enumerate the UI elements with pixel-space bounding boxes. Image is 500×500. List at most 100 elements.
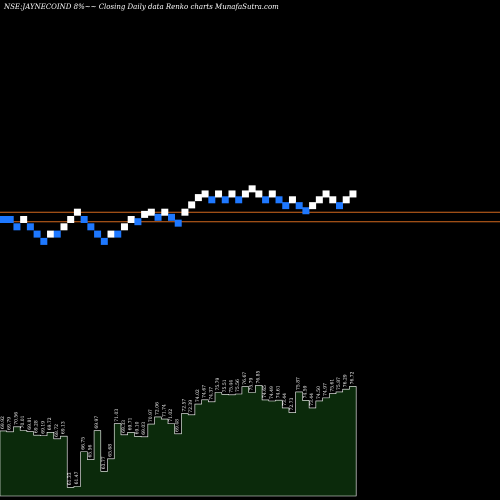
volume-area xyxy=(0,385,357,497)
volume-label-23: 72.06 xyxy=(155,402,161,415)
volume-label-48: 74.97 xyxy=(323,383,329,396)
renko-brick-23 xyxy=(154,213,162,221)
renko-brick-52 xyxy=(349,190,357,198)
volume-label-27: 72.57 xyxy=(181,399,187,412)
volume-label-29: 74.02 xyxy=(195,389,201,402)
volume-label-0: 69.92 xyxy=(0,416,6,429)
renko-brick-47 xyxy=(315,196,323,204)
renko-brick-1 xyxy=(6,216,14,223)
renko-brick-42 xyxy=(282,202,290,210)
renko-brick-20 xyxy=(134,218,142,226)
volume-label-41: 74.61 xyxy=(276,385,282,398)
chart-title: NSE:JAYNECOIND 8%~~ Closing Daily data R… xyxy=(3,3,279,11)
volume-label-28: 72.39 xyxy=(188,400,194,413)
volume-area-shape xyxy=(0,385,357,497)
renko-brick-46 xyxy=(309,202,317,210)
renko-brick-49 xyxy=(329,196,337,204)
volume-label-9: 69.13 xyxy=(60,421,66,434)
volume-label-21: 69.03 xyxy=(141,422,147,435)
renko-brick-2 xyxy=(13,223,21,231)
renko-brick-36 xyxy=(241,190,249,198)
renko-brick-11 xyxy=(73,208,81,216)
volume-label-25: 71.02 xyxy=(168,409,174,422)
volume-label-49: 75.61 xyxy=(329,379,335,392)
volume-labels: 69.92 69.79 70.56 70.01 69.81 69.28 69.19 69.72… xyxy=(0,371,355,486)
volume-label-30: 74.67 xyxy=(202,385,208,398)
renko-brick-41 xyxy=(275,196,283,204)
renko-brick-8 xyxy=(53,230,61,238)
renko-brick-27 xyxy=(181,208,189,216)
renko-brick-16 xyxy=(107,230,115,238)
renko-brick-48 xyxy=(322,190,330,198)
renko-brick-28 xyxy=(188,201,196,209)
renko-brick-17 xyxy=(114,230,122,238)
volume-label-3: 70.01 xyxy=(20,415,26,428)
volume-label-43: 72.73 xyxy=(289,398,295,411)
volume-label-4: 69.81 xyxy=(27,417,33,430)
renko-brick-44 xyxy=(295,202,303,210)
renko-bricks xyxy=(0,185,357,245)
renko-brick-40 xyxy=(268,190,276,198)
volume-label-42: 73.44 xyxy=(282,393,288,406)
volume-label-35: 75.56 xyxy=(235,379,241,392)
volume-label-31: 74.37 xyxy=(208,387,214,400)
renko-brick-10 xyxy=(67,216,75,223)
renko-brick-50 xyxy=(336,202,343,210)
renko-brick-7 xyxy=(47,230,55,238)
renko-brick-37 xyxy=(248,185,256,193)
volume-label-24: 71.74 xyxy=(161,404,167,417)
renko-brick-25 xyxy=(168,213,175,221)
renko-brick-38 xyxy=(255,190,263,198)
renko-brick-34 xyxy=(228,190,236,198)
volume-label-18: 69.33 xyxy=(121,420,127,433)
volume-label-6: 69.19 xyxy=(40,421,46,434)
renko-brick-3 xyxy=(20,216,28,223)
renko-brick-15 xyxy=(100,237,108,245)
volume-label-26: 69.48 xyxy=(175,419,181,432)
volume-label-33: 75.51 xyxy=(222,379,228,392)
renko-brick-19 xyxy=(127,216,135,223)
volume-label-22: 70.97 xyxy=(148,409,154,422)
renko-brick-32 xyxy=(215,190,223,198)
renko-brick-39 xyxy=(262,196,270,204)
renko-brick-21 xyxy=(141,210,149,218)
volume-label-8: 68.72 xyxy=(54,424,60,437)
volume-label-50: 75.87 xyxy=(336,377,342,390)
volume-label-47: 74.50 xyxy=(316,386,322,399)
volume-label-34: 75.44 xyxy=(228,380,234,393)
renko-brick-18 xyxy=(120,223,128,231)
renko-brick-29 xyxy=(194,194,202,202)
volume-label-51: 76.29 xyxy=(343,374,349,387)
volume-label-39: 74.65 xyxy=(262,385,268,398)
renko-brick-22 xyxy=(147,208,155,216)
renko-brick-43 xyxy=(288,196,296,204)
renko-brick-4 xyxy=(26,223,34,231)
volume-label-46: 73.44 xyxy=(309,393,315,406)
volume-label-16: 65.68 xyxy=(108,444,114,457)
renko-brick-13 xyxy=(87,223,95,231)
renko-brick-24 xyxy=(161,208,169,216)
volume-label-20: 69.10 xyxy=(134,421,140,434)
volume-label-5: 69.28 xyxy=(34,420,40,433)
renko-brick-33 xyxy=(221,196,229,204)
volume-label-38: 76.85 xyxy=(255,371,261,384)
renko-brick-14 xyxy=(94,230,102,238)
renko-brick-9 xyxy=(60,223,68,231)
volume-label-12: 66.75 xyxy=(81,437,87,450)
volume-label-11: 61.47 xyxy=(74,471,80,484)
volume-label-17: 71.03 xyxy=(114,409,120,422)
volume-label-2: 70.56 xyxy=(13,412,19,425)
volume-label-36: 76.67 xyxy=(242,372,248,385)
renko-brick-5 xyxy=(33,230,41,238)
renko-brick-31 xyxy=(208,196,216,204)
volume-label-10: 61.33 xyxy=(67,472,73,485)
renko-brick-12 xyxy=(80,216,88,223)
renko-brick-0 xyxy=(0,216,7,223)
volume-label-1: 69.79 xyxy=(7,417,13,430)
renko-brick-45 xyxy=(302,207,310,215)
volume-label-52: 76.72 xyxy=(349,371,355,384)
volume-label-44: 75.87 xyxy=(296,377,302,390)
renko-brick-6 xyxy=(40,237,48,245)
volume-label-37: 75.79 xyxy=(249,377,255,390)
